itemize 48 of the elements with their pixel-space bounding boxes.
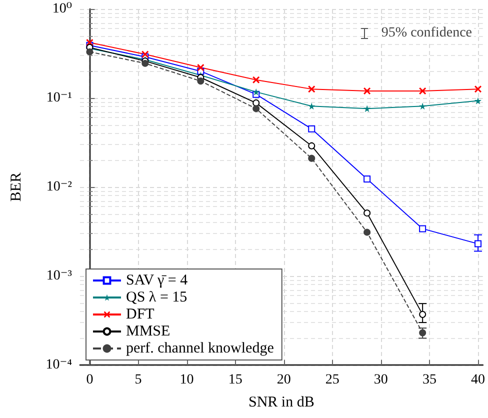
point bbox=[308, 142, 316, 150]
x-tick-label: 40 bbox=[471, 372, 485, 388]
point bbox=[308, 125, 316, 132]
y-tick-label: 10⁻² bbox=[46, 180, 72, 194]
point bbox=[308, 154, 316, 162]
point bbox=[197, 64, 204, 72]
point bbox=[252, 76, 260, 84]
point bbox=[86, 48, 94, 56]
annotation: 95% confidence bbox=[381, 26, 472, 40]
point bbox=[419, 102, 426, 110]
x-tick-label: 35 bbox=[422, 372, 436, 388]
x-tick-label: 0 bbox=[86, 372, 94, 388]
point bbox=[308, 102, 316, 110]
x-tick-label: 15 bbox=[228, 372, 242, 388]
point bbox=[197, 78, 204, 85]
point bbox=[364, 105, 371, 112]
point bbox=[419, 87, 426, 94]
y-axis-title: BER bbox=[8, 172, 24, 202]
y-tick-label: 10⁻¹ bbox=[46, 90, 72, 106]
point bbox=[474, 86, 482, 93]
point bbox=[252, 88, 260, 96]
legend-label: DFT bbox=[126, 306, 154, 322]
point bbox=[474, 97, 482, 104]
point bbox=[419, 310, 426, 318]
y-tick-label: 10⁻⁴ bbox=[46, 358, 72, 372]
point bbox=[142, 50, 149, 58]
point bbox=[364, 176, 371, 182]
legend-label: perf. channel knowledge bbox=[126, 340, 274, 356]
point bbox=[364, 87, 371, 94]
legend-label: QS λ = 15 bbox=[126, 290, 188, 306]
point bbox=[474, 240, 482, 248]
x-tick-label: 30 bbox=[374, 372, 388, 388]
x-tick-label: 25 bbox=[325, 372, 340, 388]
y-tick-label: 10⁻³ bbox=[46, 268, 72, 284]
point bbox=[252, 99, 260, 106]
point bbox=[364, 210, 371, 217]
point bbox=[419, 225, 426, 232]
x-axis-title: SNR in dB bbox=[248, 394, 314, 410]
x-tick-label: 10 bbox=[180, 372, 194, 388]
point bbox=[252, 105, 260, 112]
point bbox=[364, 228, 371, 236]
x-tick-label: 20 bbox=[276, 372, 291, 388]
point bbox=[308, 86, 316, 93]
legend-label: MMSE bbox=[126, 324, 170, 340]
y-tick-label: 10⁰ bbox=[52, 2, 72, 16]
legend-label: SAV γ̄ = 4 bbox=[126, 272, 188, 288]
x-tick-label: 5 bbox=[134, 372, 142, 388]
point bbox=[419, 329, 426, 336]
